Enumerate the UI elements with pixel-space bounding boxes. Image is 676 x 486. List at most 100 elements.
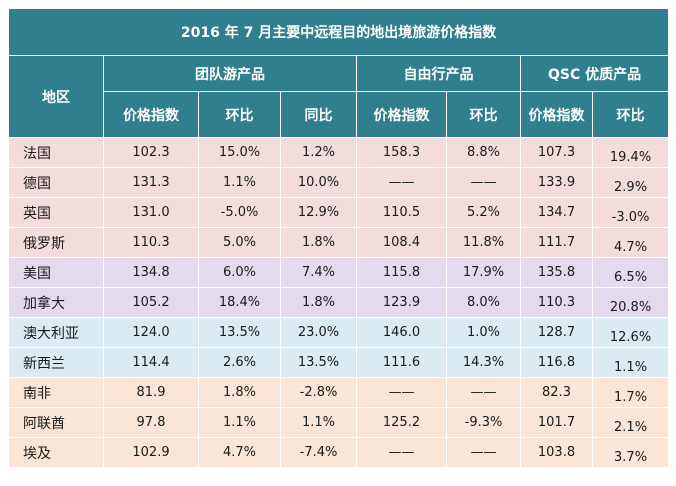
group-yoy-cell: 1.8% [280, 227, 357, 258]
free-mom-cell: —— [446, 437, 521, 468]
qsc-index-cell: 107.3 [520, 137, 593, 168]
table-row: 南非 81.9 1.8% -2.8% —— —— 82.3 1.7% [8, 377, 670, 408]
free-index-cell: 158.3 [356, 137, 447, 168]
free-mom-cell: 14.3% [446, 347, 521, 378]
group-mom-cell: 13.5% [198, 317, 281, 348]
qsc-index-cell: 134.7 [520, 197, 593, 228]
table-row: 阿联酋 97.8 1.1% 1.1% 125.2 -9.3% 101.7 2.1… [8, 407, 670, 438]
group-yoy-cell: -7.4% [280, 437, 357, 468]
group-yoy-cell: 7.4% [280, 257, 357, 288]
table-row: 新西兰 114.4 2.6% 13.5% 111.6 14.3% 116.8 1… [8, 347, 670, 378]
group-mom-cell: 5.0% [198, 227, 281, 258]
qsc-index-cell: 110.3 [520, 287, 593, 318]
header-group-mom: 环比 [198, 91, 281, 138]
region-cell: 埃及 [8, 437, 104, 468]
region-cell: 俄罗斯 [8, 227, 104, 258]
group-mom-cell: 1.1% [198, 167, 281, 198]
free-index-cell: —— [356, 437, 447, 468]
free-index-cell: 123.9 [356, 287, 447, 318]
header-group-price-index: 价格指数 [103, 91, 199, 138]
qsc-index-cell: 116.8 [520, 347, 593, 378]
header-region: 地区 [8, 55, 104, 138]
group-yoy-cell: 1.8% [280, 287, 357, 318]
free-mom-cell: —— [446, 377, 521, 408]
free-mom-cell: 8.0% [446, 287, 521, 318]
free-mom-cell: 11.8% [446, 227, 521, 258]
table-row: 埃及 102.9 4.7% -7.4% —— —— 103.8 3.7% [8, 437, 670, 468]
qsc-index-cell: 111.7 [520, 227, 593, 258]
group-yoy-cell: 1.1% [280, 407, 357, 438]
group-index-cell: 81.9 [103, 377, 199, 408]
qsc-index-cell: 135.8 [520, 257, 593, 288]
free-index-cell: 115.8 [356, 257, 447, 288]
free-index-cell: 125.2 [356, 407, 447, 438]
group-mom-cell: 6.0% [198, 257, 281, 288]
free-mom-cell: 8.8% [446, 137, 521, 168]
table-row: 法国 102.3 15.0% 1.2% 158.3 8.8% 107.3 19.… [8, 137, 670, 168]
free-mom-cell: 5.2% [446, 197, 521, 228]
qsc-mom-cell: 1.7% [591, 377, 670, 408]
group-yoy-cell: 13.5% [280, 347, 357, 378]
group-yoy-cell: 12.9% [280, 197, 357, 228]
free-index-cell: —— [356, 167, 447, 198]
region-cell: 新西兰 [8, 347, 104, 378]
group-index-cell: 110.3 [103, 227, 199, 258]
group-mom-cell: 1.8% [198, 377, 281, 408]
group-yoy-cell: 10.0% [280, 167, 357, 198]
header-free-price-index: 价格指数 [356, 91, 447, 138]
qsc-mom-cell: 4.7% [591, 227, 670, 258]
qsc-mom-cell: 20.8% [591, 287, 670, 318]
table-row: 英国 131.0 -5.0% 12.9% 110.5 5.2% 134.7 -3… [8, 197, 670, 228]
header-qsc: QSC 优质产品 [519, 55, 670, 92]
header-group-yoy: 同比 [280, 91, 357, 138]
group-index-cell: 105.2 [103, 287, 199, 318]
free-index-cell: 111.6 [356, 347, 447, 378]
header-group-tour: 团队游产品 [103, 55, 357, 92]
qsc-mom-cell: -3.0% [591, 197, 670, 228]
qsc-mom-cell: 2.9% [591, 167, 670, 198]
group-mom-cell: 1.1% [198, 407, 281, 438]
group-index-cell: 134.8 [103, 257, 199, 288]
table-row: 澳大利亚 124.0 13.5% 23.0% 146.0 1.0% 128.7 … [8, 317, 670, 348]
header-free-mom: 环比 [446, 91, 521, 138]
qsc-index-cell: 103.8 [520, 437, 593, 468]
group-index-cell: 102.9 [103, 437, 199, 468]
free-mom-cell: —— [446, 167, 521, 198]
qsc-index-cell: 82.3 [520, 377, 593, 408]
qsc-mom-cell: 19.4% [591, 137, 670, 168]
price-index-table: 2016 年 7 月主要中远程目的地出境旅游价格指数 地区 团队游产品 自由行产… [7, 8, 670, 468]
qsc-mom-cell: 3.7% [591, 437, 670, 468]
region-cell: 德国 [8, 167, 104, 198]
group-yoy-cell: 1.2% [280, 137, 357, 168]
group-index-cell: 131.3 [103, 167, 199, 198]
group-yoy-cell: 23.0% [280, 317, 357, 348]
free-mom-cell: 1.0% [446, 317, 521, 348]
group-mom-cell: 18.4% [198, 287, 281, 318]
region-cell: 澳大利亚 [8, 317, 104, 348]
free-index-cell: —— [356, 377, 447, 408]
free-index-cell: 108.4 [356, 227, 447, 258]
free-index-cell: 110.5 [356, 197, 447, 228]
table-row: 俄罗斯 110.3 5.0% 1.8% 108.4 11.8% 111.7 4.… [8, 227, 670, 258]
qsc-index-cell: 128.7 [520, 317, 593, 348]
group-index-cell: 114.4 [103, 347, 199, 378]
table-title: 2016 年 7 月主要中远程目的地出境旅游价格指数 [7, 8, 670, 56]
header-qsc-price-index: 价格指数 [520, 91, 593, 138]
group-index-cell: 124.0 [103, 317, 199, 348]
region-cell: 加拿大 [8, 287, 104, 318]
header-qsc-mom: 环比 [591, 91, 670, 138]
free-index-cell: 146.0 [356, 317, 447, 348]
price-index-table-container: 2016 年 7 月主要中远程目的地出境旅游价格指数 地区 团队游产品 自由行产… [7, 8, 670, 468]
free-mom-cell: -9.3% [446, 407, 521, 438]
qsc-index-cell: 101.7 [520, 407, 593, 438]
qsc-mom-cell: 12.6% [591, 317, 670, 348]
group-mom-cell: 4.7% [198, 437, 281, 468]
group-mom-cell: -5.0% [198, 197, 281, 228]
group-mom-cell: 15.0% [198, 137, 281, 168]
header-free-travel: 自由行产品 [356, 55, 521, 92]
table-row: 德国 131.3 1.1% 10.0% —— —— 133.9 2.9% [8, 167, 670, 198]
region-cell: 阿联酋 [8, 407, 104, 438]
qsc-mom-cell: 6.5% [591, 257, 670, 288]
qsc-index-cell: 133.9 [520, 167, 593, 198]
region-cell: 南非 [8, 377, 104, 408]
